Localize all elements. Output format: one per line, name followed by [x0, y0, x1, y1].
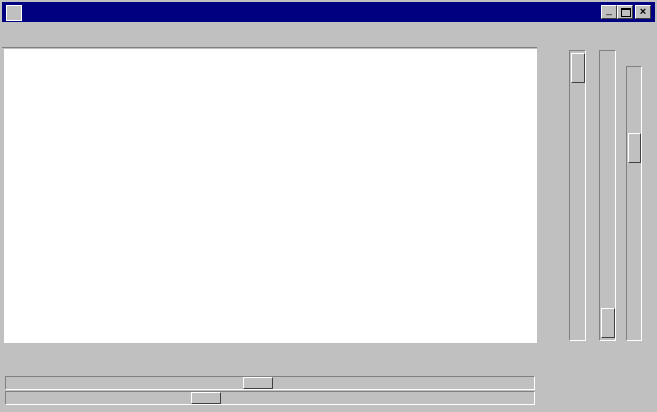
minimize-button[interactable]: _ — [601, 5, 617, 19]
slider-thumb[interactable] — [571, 53, 585, 83]
slider-track — [599, 50, 616, 341]
menu-separator — [2, 47, 537, 48]
slider-track — [569, 50, 586, 341]
scroll-thumb[interactable] — [243, 377, 273, 389]
scroll-thumb[interactable] — [191, 392, 221, 404]
close-button[interactable]: × — [635, 5, 651, 19]
slider-thumb[interactable] — [601, 308, 615, 338]
frame-ruler — [0, 343, 537, 363]
freq-ruler — [537, 49, 556, 343]
maximize-button[interactable] — [617, 5, 633, 19]
scrollbar — [5, 391, 535, 405]
app-icon — [6, 5, 22, 21]
slider-track — [626, 66, 642, 341]
spectrum-plot — [4, 49, 537, 343]
title-bar: _ × — [2, 2, 655, 22]
scrollbar — [5, 376, 535, 390]
slider-thumb[interactable] — [628, 133, 641, 163]
